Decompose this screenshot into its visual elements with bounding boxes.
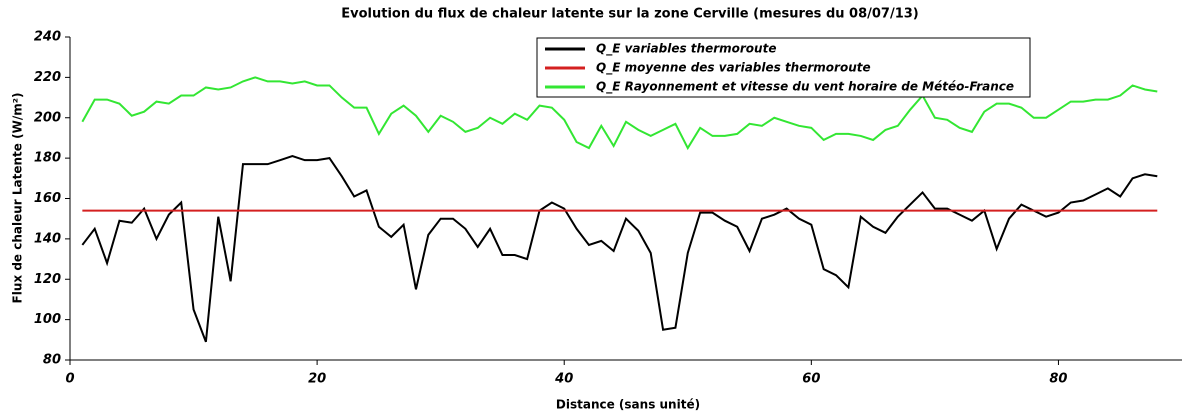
x-tick-label: 40 [554,372,573,387]
y-tick-label: 120 [34,272,61,287]
series-line [81,155,1158,343]
x-tick-label: 80 [1049,372,1067,387]
y-tick-label: 200 [34,110,61,125]
x-tick-label: 0 [65,372,74,387]
legend-box [536,37,1031,98]
legend-label: Q_E moyenne des variables thermoroute [596,61,871,76]
x-tick-label: 60 [802,372,820,387]
x-tick-label: 20 [308,372,326,387]
y-tick-label: 160 [34,191,61,206]
y-tick-label: 80 [43,353,61,368]
y-tick-label: 100 [34,312,61,327]
legend-label: Q_E Rayonnement et vitesse du vent horai… [596,80,1014,95]
y-tick-label: 240 [34,30,61,45]
chart-title: Evolution du flux de chaleur latente sur… [341,7,919,22]
y-axis-label: Flux de chaleur Latente (W/m²) [11,93,25,304]
y-tick-label: 180 [34,151,61,166]
x-axis-label: Distance (sans unité) [556,398,700,412]
y-tick-label: 220 [34,70,61,85]
series-line [81,76,1158,151]
legend-label: Q_E variables thermoroute [596,42,776,57]
y-tick-label: 140 [34,231,61,246]
